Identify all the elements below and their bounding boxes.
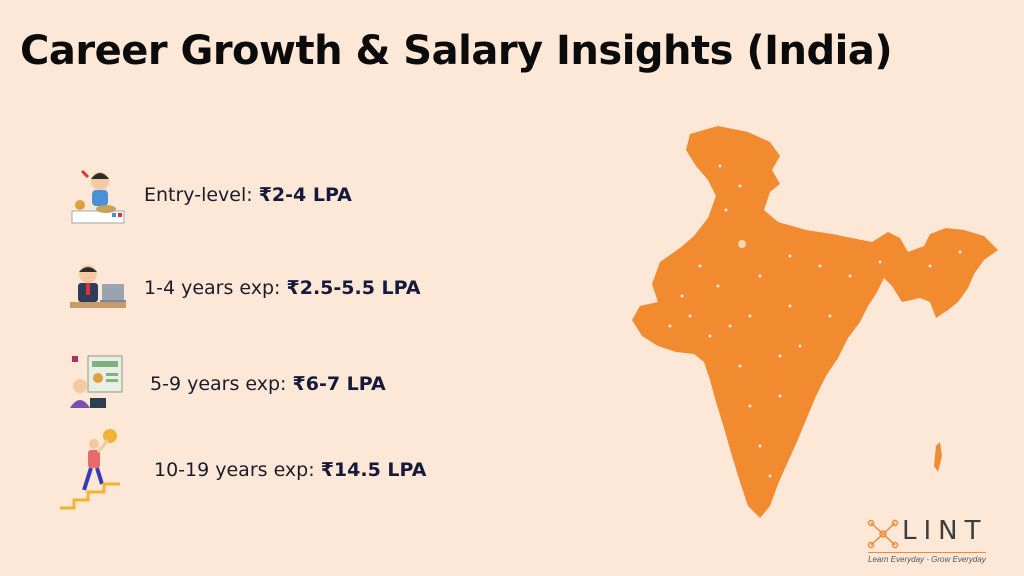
- logo-tagline: Learn Everyday - Grow Everyday: [868, 552, 986, 564]
- analyst-dashboard-icon: [70, 355, 123, 408]
- salary-label: 5-9 years exp:: [150, 373, 293, 395]
- logo-brand: LINT: [902, 516, 988, 546]
- salary-value: ₹14.5 LPA: [320, 459, 427, 481]
- island-shape: [934, 442, 942, 472]
- salary-text-1-4: 1-4 years exp: ₹2.5-5.5 LPA: [144, 277, 421, 299]
- salary-label: Entry-level:: [144, 184, 259, 206]
- india-map-shape: [632, 126, 998, 518]
- salary-value: ₹2.5-5.5 LPA: [286, 277, 421, 299]
- office-worker-icon: [70, 265, 126, 308]
- child-painting-icon: [71, 169, 125, 224]
- salary-label: 1-4 years exp:: [144, 277, 287, 299]
- climbing-stairs-icon: [60, 429, 120, 510]
- city-dots: [668, 164, 962, 478]
- page-title: Career Growth & Salary Insights (India): [20, 28, 893, 74]
- salary-text-5-9: 5-9 years exp: ₹6-7 LPA: [150, 373, 386, 395]
- salary-value: ₹2-4 LPA: [258, 184, 352, 206]
- salary-row-5-9: 5-9 years exp: ₹6-7 LPA: [66, 352, 386, 416]
- salary-text-entry: Entry-level: ₹2-4 LPA: [144, 184, 352, 206]
- salary-row-1-4: 1-4 years exp: ₹2.5-5.5 LPA: [66, 256, 421, 320]
- salary-row-entry: Entry-level: ₹2-4 LPA: [66, 163, 352, 227]
- salary-text-10-19: 10-19 years exp: ₹14.5 LPA: [154, 459, 426, 481]
- salary-label: 10-19 years exp:: [154, 459, 321, 481]
- network-logo-icon: [867, 519, 899, 549]
- india-map: [632, 126, 998, 518]
- salary-value: ₹6-7 LPA: [292, 373, 386, 395]
- lint-logo: LINT Learn Everyday - Grow Everyday: [866, 516, 1016, 566]
- salary-row-10-19: 10-19 years exp: ₹14.5 LPA: [60, 428, 426, 512]
